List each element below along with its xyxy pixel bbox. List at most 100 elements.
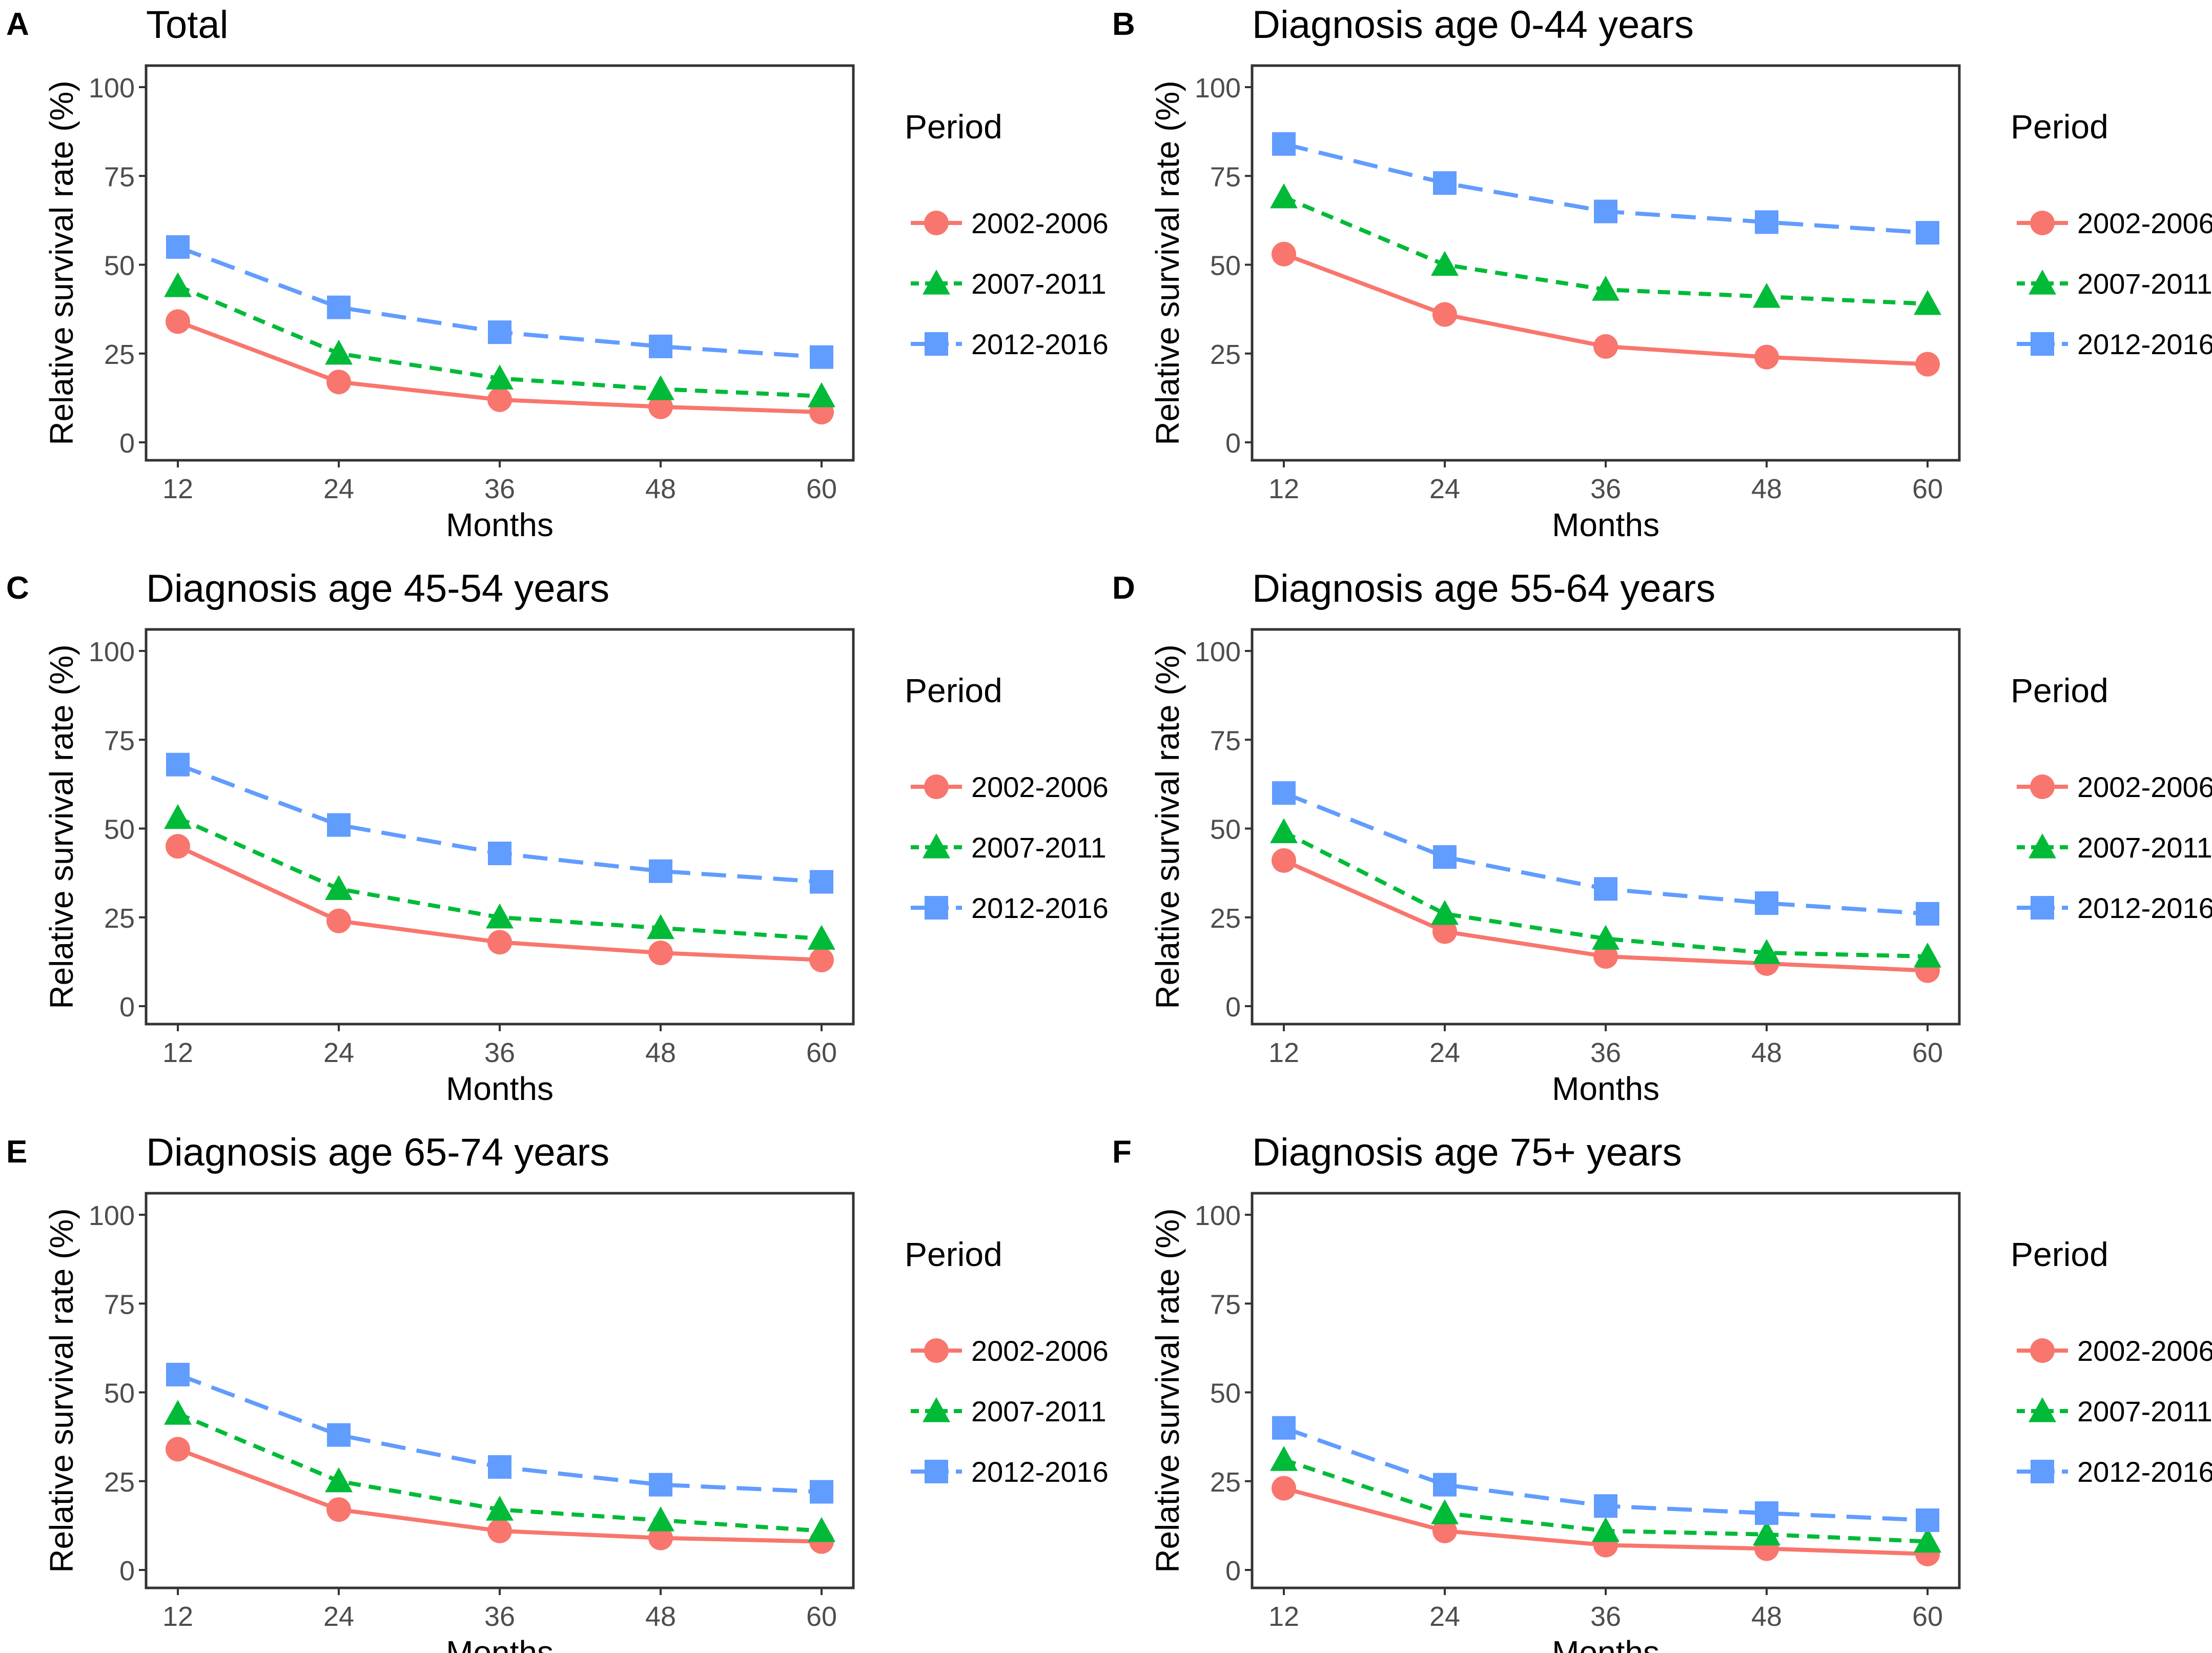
data-point-2012-2016 [1755, 891, 1778, 915]
data-point-2012-2016 [1433, 845, 1457, 869]
data-point-2012-2016 [166, 752, 190, 777]
plot-frame [145, 628, 855, 1026]
data-point-2007-2011 [486, 364, 514, 390]
data-point-2007-2011 [647, 375, 674, 400]
data-point-2002-2006 [487, 930, 512, 955]
data-point-2002-2006 [1593, 944, 1618, 969]
legend-entry-label: 2012-2016 [2077, 328, 2212, 360]
legend-entry-label: 2007-2011 [971, 1395, 1107, 1427]
x-tick-label: 12 [1268, 474, 1299, 504]
data-point-2007-2011 [1914, 1527, 1941, 1553]
chart-panel-a: A Total 0 25 50 75 100 12 24 36 48 60 Months Relative… [6, 3, 1109, 543]
x-tick-label: 60 [1912, 1037, 1943, 1068]
data-point-2012-2016 [488, 1455, 511, 1479]
legend-key-marker [2029, 833, 2056, 859]
data-point-2012-2016 [810, 1480, 833, 1504]
y-tick-label: 100 [1195, 73, 1241, 104]
legend-title: Period [2011, 1235, 2108, 1273]
data-point-2007-2011 [164, 272, 192, 297]
y-tick-label: 100 [1195, 1200, 1241, 1231]
y-tick-label: 100 [1195, 637, 1241, 667]
legend-key-marker [924, 774, 949, 799]
data-point-2012-2016 [649, 334, 672, 358]
y-tick-label: 75 [104, 161, 135, 192]
y-axis-label: Relative survival rate (%) [1149, 80, 1186, 445]
data-point-2012-2016 [1594, 199, 1617, 223]
y-tick-label: 25 [104, 1467, 135, 1498]
plot-frame [1251, 64, 1961, 462]
data-point-2007-2011 [325, 339, 353, 365]
y-tick-label: 100 [89, 73, 135, 104]
y-tick-label: 75 [104, 725, 135, 756]
x-tick-label: 48 [1751, 1037, 1782, 1068]
legend-entry-label: 2002-2006 [2077, 207, 2212, 239]
legend-entry-label: 2007-2011 [2077, 831, 2212, 864]
data-point-2007-2011 [1914, 290, 1941, 315]
data-point-2007-2011 [647, 914, 674, 940]
y-tick-label: 75 [1210, 725, 1241, 756]
y-tick-label: 50 [104, 814, 135, 845]
data-point-2007-2011 [164, 1400, 192, 1425]
x-tick-label: 36 [1590, 1037, 1621, 1068]
x-axis-label: Months [1552, 1070, 1660, 1107]
legend-entry-label: 2007-2011 [2077, 268, 2212, 300]
panel-letter: D [1112, 570, 1135, 606]
x-tick-label: 12 [162, 474, 193, 504]
x-tick-label: 36 [484, 1601, 515, 1632]
x-tick-label: 24 [1429, 474, 1460, 504]
chart-panel-b: B Diagnosis age 0-44 years 0 25 50 75 100 12 24 3… [1112, 3, 2212, 543]
data-point-2007-2011 [486, 1496, 514, 1521]
legend-entry-label: 2012-2016 [2077, 892, 2212, 924]
legend-key-marker [923, 1397, 950, 1422]
x-tick-label: 48 [645, 474, 676, 504]
x-tick-label: 60 [806, 474, 837, 504]
data-point-2007-2011 [1431, 1499, 1459, 1524]
y-tick-label: 25 [1210, 903, 1241, 934]
legend-key-marker [2031, 896, 2054, 920]
data-point-2007-2011 [486, 903, 514, 929]
data-point-2012-2016 [1272, 132, 1296, 156]
data-point-2007-2011 [1753, 939, 1780, 964]
y-tick-label: 0 [119, 992, 135, 1023]
legend-entry-label: 2012-2016 [971, 328, 1109, 360]
legend-key-marker [2030, 774, 2055, 799]
data-point-2007-2011 [1914, 942, 1941, 968]
x-tick-label: 36 [484, 474, 515, 504]
y-axis-label: Relative survival rate (%) [1149, 1208, 1186, 1573]
y-axis-label: Relative survival rate (%) [1149, 644, 1186, 1009]
data-point-2012-2016 [810, 345, 833, 369]
data-point-2002-2006 [1593, 334, 1618, 359]
y-tick-label: 50 [1210, 814, 1241, 845]
chart-panel-e: E Diagnosis age 65-74 years 0 25 50 75 100 12 24… [6, 1131, 1109, 1653]
data-point-2012-2016 [1755, 1501, 1778, 1525]
chart-panel-c: C Diagnosis age 45-54 years 0 25 50 75 100 12 24… [6, 567, 1109, 1107]
data-point-2012-2016 [1594, 1494, 1617, 1518]
data-point-2012-2016 [1916, 902, 1939, 926]
data-point-2002-2006 [166, 1437, 190, 1462]
legend-key-marker [925, 896, 948, 920]
data-point-2002-2006 [326, 908, 351, 933]
x-axis-label: Months [1552, 1634, 1660, 1653]
chart-title: Diagnosis age 0-44 years [1252, 3, 1694, 47]
panel-letter: E [6, 1134, 27, 1170]
data-point-2012-2016 [166, 1362, 190, 1386]
data-point-2007-2011 [1270, 818, 1298, 844]
chart-panel-d: D Diagnosis age 55-64 years 0 25 50 75 100 12 24… [1112, 567, 2212, 1107]
x-tick-label: 60 [806, 1037, 837, 1068]
y-tick-label: 100 [89, 637, 135, 667]
legend-key-marker [2029, 1397, 2056, 1422]
data-point-2002-2006 [809, 947, 834, 972]
y-tick-label: 75 [1210, 161, 1241, 192]
data-point-2012-2016 [166, 235, 190, 259]
data-point-2002-2006 [1432, 919, 1457, 944]
data-point-2007-2011 [808, 382, 835, 407]
x-tick-label: 12 [1268, 1037, 1299, 1068]
x-tick-label: 24 [1429, 1601, 1460, 1632]
data-point-2007-2011 [1753, 282, 1780, 308]
y-tick-label: 50 [104, 1378, 135, 1409]
data-point-2007-2011 [1592, 276, 1620, 301]
legend-title: Period [905, 1235, 1002, 1273]
legend-key-marker [925, 332, 948, 356]
panel-letter: A [6, 7, 29, 42]
